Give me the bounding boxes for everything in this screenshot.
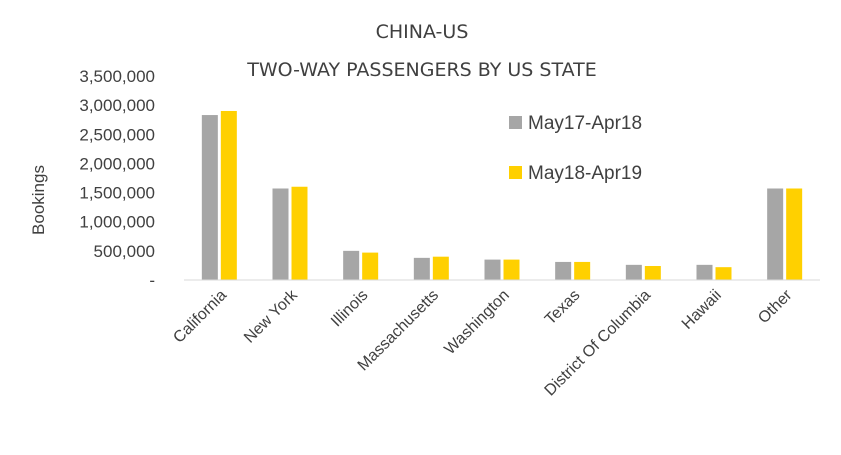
bar-may17-apr18 (767, 188, 784, 280)
x-category-label: Illinois (328, 287, 371, 330)
bar-may18-apr19 (574, 261, 591, 280)
y-tick-label: 3,000,000 (79, 96, 155, 115)
chart-title: CHINA-US (376, 21, 469, 43)
bar-may17-apr18 (272, 188, 289, 280)
bar-may18-apr19 (715, 267, 732, 280)
x-category-label: Texas (542, 287, 584, 329)
x-category-label: California (170, 287, 230, 347)
bar-may18-apr19 (362, 252, 379, 280)
y-tick-label: 1,500,000 (79, 184, 155, 203)
legend-swatch (509, 166, 522, 179)
bar-series (201, 110, 803, 281)
bar-may17-apr18 (343, 250, 360, 280)
y-tick-label: 500,000 (94, 242, 155, 261)
x-category-label: Other (755, 286, 796, 327)
bar-may18-apr19 (432, 256, 449, 280)
bar-may18-apr19 (291, 186, 308, 280)
bar-may17-apr18 (696, 264, 713, 280)
y-axis-title: Bookings (29, 165, 48, 235)
bar-may17-apr18 (625, 264, 642, 280)
bar-may17-apr18 (555, 261, 572, 280)
bar-may18-apr19 (503, 259, 520, 280)
legend-label: May17-Apr18 (528, 113, 642, 134)
legend: May17-Apr18 May18-Apr19 (509, 113, 642, 184)
bar-may17-apr18 (484, 259, 501, 280)
chart-subtitle: TWO-WAY PASSENGERS BY US STATE (246, 59, 596, 81)
legend-label: May18-Apr19 (528, 163, 642, 184)
y-axis-ticks: - 500,000 1,000,000 1,500,000 2,000,000 2,500… (79, 67, 155, 290)
bar-may18-apr19 (786, 188, 803, 280)
bar-may17-apr18 (201, 115, 218, 281)
legend-swatch (509, 116, 522, 129)
x-category-label: Hawaii (679, 287, 725, 333)
y-tick-label: 2,500,000 (79, 125, 155, 144)
y-tick-label: 2,000,000 (79, 154, 155, 173)
x-category-label: Washington (441, 287, 512, 358)
y-tick-label: 1,000,000 (79, 213, 155, 232)
y-tick-label: - (149, 271, 155, 290)
y-tick-label: 3,500,000 (79, 67, 155, 86)
x-category-label: New York (241, 286, 302, 347)
bar-may18-apr19 (220, 110, 237, 280)
bar-may18-apr19 (644, 266, 661, 280)
bar-may17-apr18 (413, 257, 430, 280)
